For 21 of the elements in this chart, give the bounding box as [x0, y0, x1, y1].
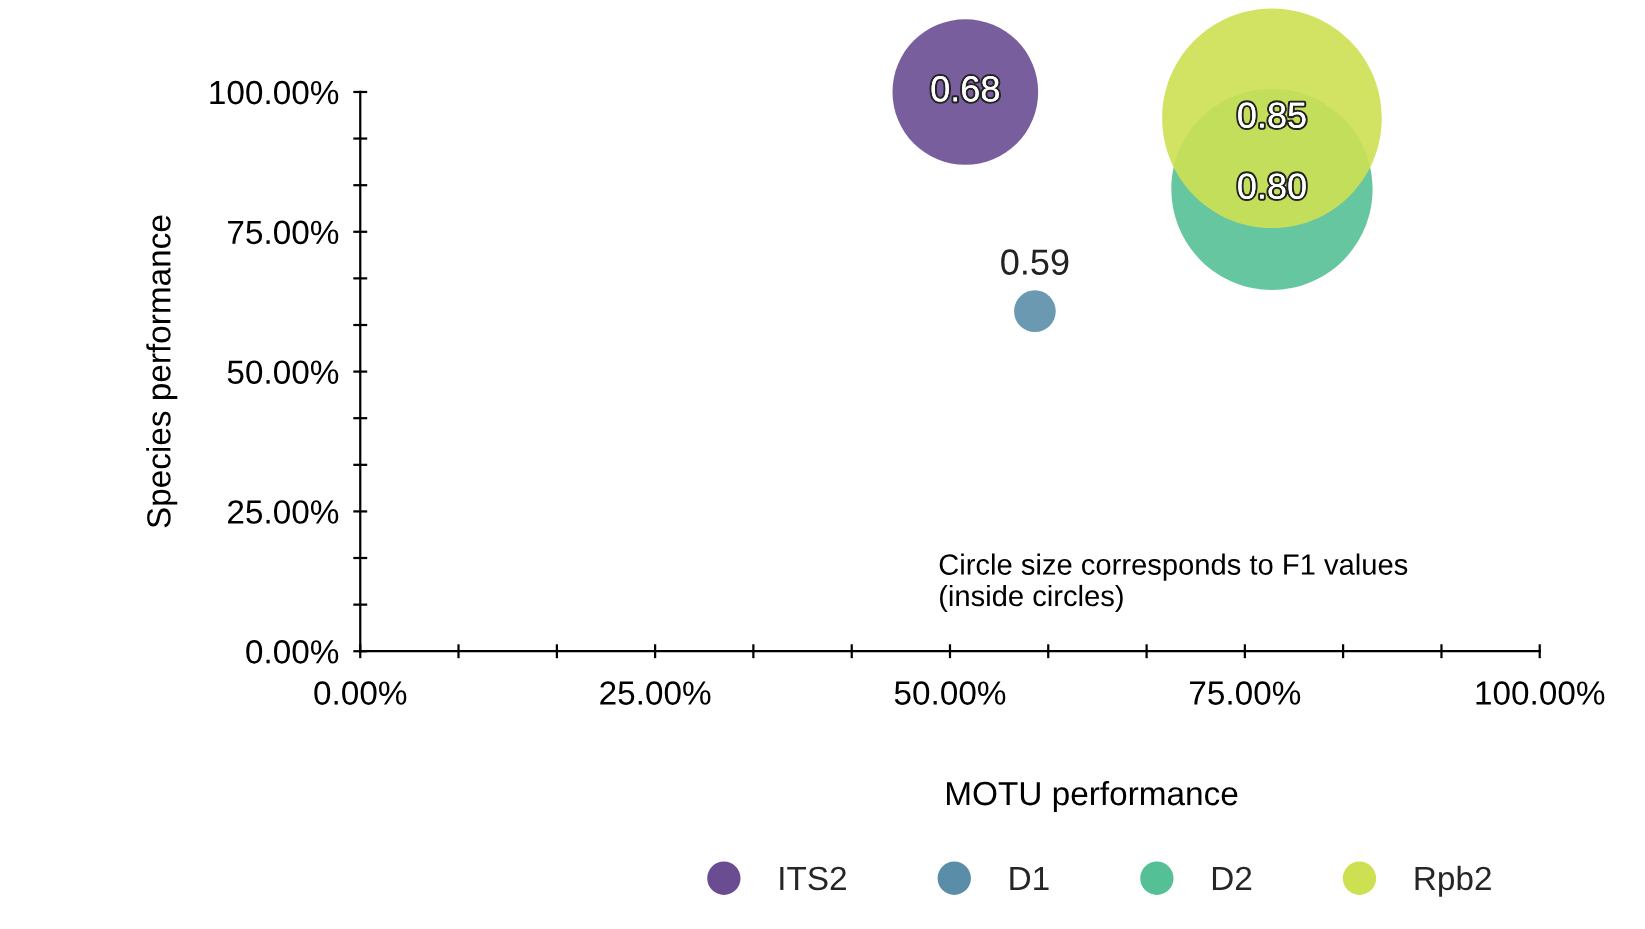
y-tick-label: 0.00% — [246, 640, 339, 664]
annotation: Circle size corresponds to F1 values (inside circles) — [939, 553, 1408, 613]
y-tick-label: 25.00% — [228, 500, 339, 524]
x-tick-label: 25.00% — [600, 681, 711, 705]
y-axis-title: Species performance — [146, 215, 178, 528]
annotation: 0.80 — [1238, 173, 1306, 199]
x-tick-label: 100.00% — [1476, 681, 1605, 705]
y-tick-label: 100.00% — [210, 80, 339, 105]
y-tick-label: 75.00% — [228, 220, 339, 245]
x-tick-label: 0.00% — [314, 681, 407, 705]
legend-label: D1 — [1010, 867, 1049, 890]
x-tick-label: 75.00% — [1190, 681, 1301, 705]
annotation: 0.68 — [931, 76, 999, 102]
x-tick-label: 50.00% — [894, 681, 1006, 705]
y-tick-label: 50.00% — [227, 360, 339, 385]
x-axis-title: MOTU performance — [947, 780, 1238, 812]
annotation: 0.59 — [1001, 249, 1069, 275]
annotation: 0.85 — [1238, 102, 1306, 128]
legend-label: ITS2 — [780, 866, 846, 891]
legend-label: D2 — [1212, 866, 1252, 890]
legend-label: Rpb2 — [1415, 865, 1491, 897]
